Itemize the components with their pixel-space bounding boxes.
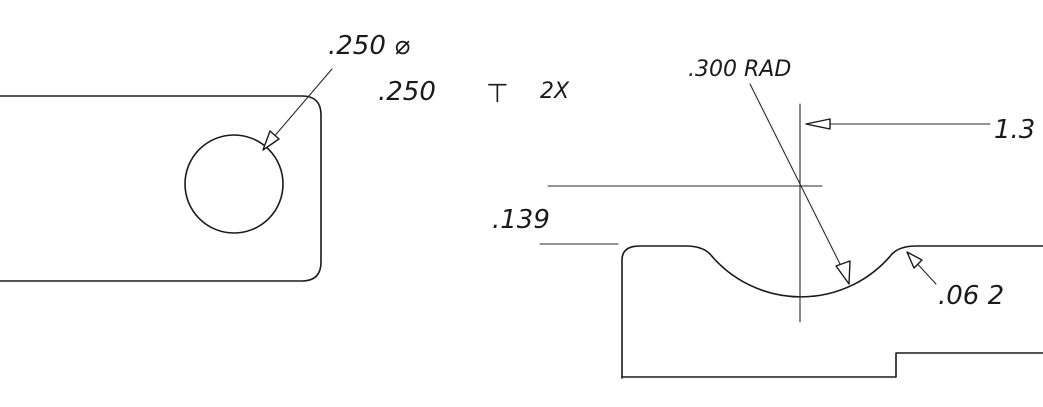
plate-outline xyxy=(0,95,322,282)
depth-dimension-label: .139 xyxy=(492,205,550,235)
part-profile xyxy=(621,245,1043,379)
chamfer-label: .06 2 xyxy=(938,281,1004,311)
hole-diameter-label: .250 ⌀ xyxy=(328,31,410,61)
offset-dimension-label: 1.3 xyxy=(994,115,1035,145)
left-view: .250 ⌀ .250 ⊤ 2X xyxy=(0,31,570,282)
depth-symbol: ⊤ xyxy=(486,79,509,109)
hole-quantity-label: 2X xyxy=(540,79,570,104)
hole-circle xyxy=(184,134,284,234)
chamfer-leader-arrowhead xyxy=(906,251,923,269)
hole-leader-line xyxy=(265,68,333,147)
radius-leader-line xyxy=(749,83,847,277)
hole-leader-arrowhead xyxy=(262,130,280,151)
radius-label: .300 RAD xyxy=(688,57,791,82)
offset-leader-arrowhead xyxy=(805,118,831,130)
hole-depth-label: .250 xyxy=(378,77,436,107)
part-bottom-step xyxy=(621,352,1043,378)
right-view: .300 RAD .139 1.3 .06 2 xyxy=(492,57,1043,379)
radius-leader-arrowhead xyxy=(835,260,851,285)
